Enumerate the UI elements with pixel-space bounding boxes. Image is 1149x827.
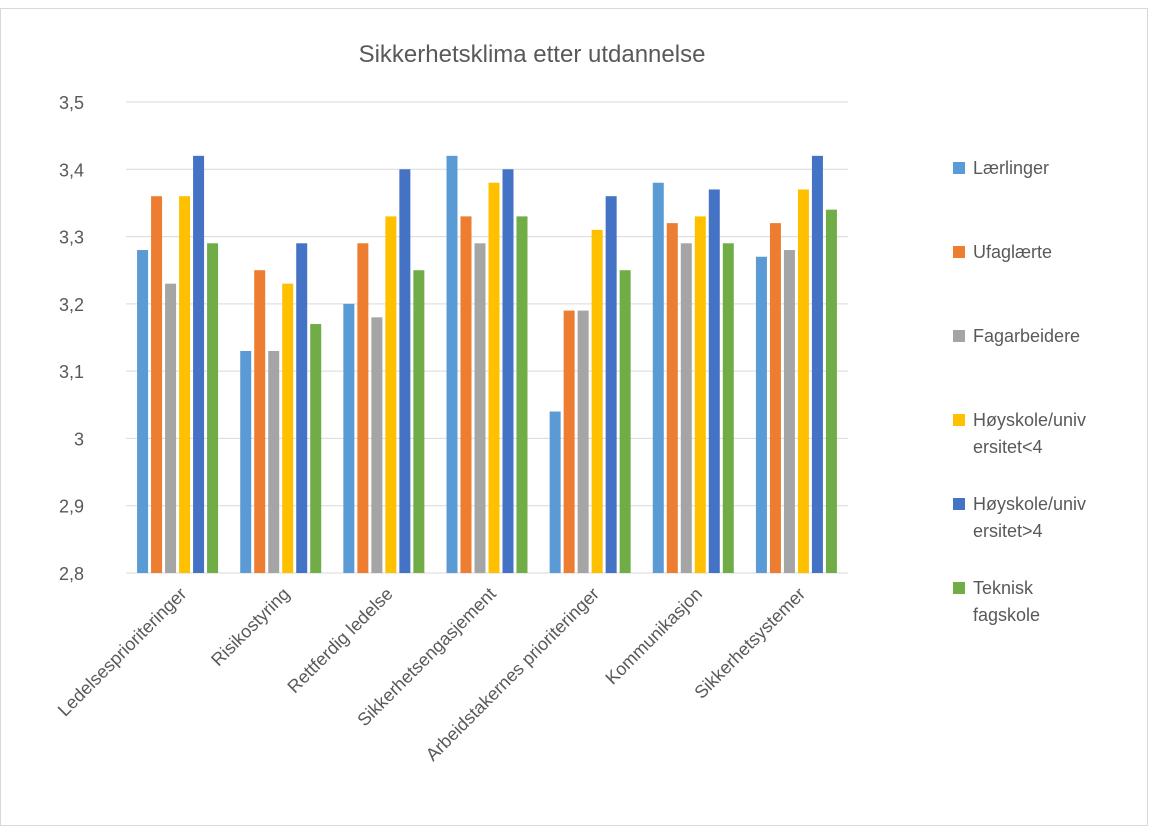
bar	[652, 182, 664, 573]
bar	[207, 243, 219, 574]
bar	[151, 196, 163, 573]
bar	[165, 283, 177, 573]
legend-swatch	[953, 582, 965, 594]
bar	[694, 216, 706, 573]
legend-item: Høyskole/univ ersitet>4	[953, 494, 1086, 541]
legend-swatch	[953, 498, 965, 510]
x-tick-label: Kommunikasjon	[601, 584, 706, 689]
bar	[446, 155, 458, 574]
legend: Lærlinger Ufaglærte Fagarbeidere Høyskole/u…	[953, 158, 1086, 625]
x-tick-label: Risikostyring	[207, 584, 293, 670]
bar	[619, 270, 631, 573]
bar	[666, 223, 678, 573]
bar	[549, 411, 561, 573]
bar	[460, 216, 472, 573]
bar	[516, 216, 528, 573]
y-tick-label: 2,8	[59, 564, 84, 584]
bar	[357, 243, 369, 574]
x-tick-label: Sikkerhetsystemer	[690, 584, 809, 703]
bar	[268, 350, 280, 573]
y-tick-label: 3,5	[59, 93, 84, 113]
y-tick-label: 3,1	[59, 362, 84, 382]
legend-label: ersitet>4	[973, 521, 1043, 541]
gridlines	[126, 101, 848, 574]
y-tick-label: 3,3	[59, 228, 84, 248]
y-tick-label: 3,4	[59, 160, 84, 180]
legend-item: Fagarbeidere	[953, 326, 1080, 346]
bar	[722, 243, 734, 574]
bar	[783, 250, 795, 573]
bar	[371, 317, 383, 573]
legend-label: ersitet<4	[973, 437, 1043, 457]
legend-item: Ufaglærte	[953, 242, 1052, 262]
bar	[769, 223, 781, 573]
bar	[240, 350, 252, 573]
bar	[296, 243, 308, 574]
bar	[254, 270, 266, 573]
legend-label: fagskole	[973, 605, 1040, 625]
bar	[825, 209, 837, 573]
bar	[488, 182, 500, 573]
y-tick-label: 3,2	[59, 295, 84, 315]
bar	[399, 169, 411, 574]
legend-swatch	[953, 246, 965, 258]
x-tick-label: Arbeidstakernes prioriteringer	[422, 584, 603, 765]
legend-item: Høyskole/univ ersitet<4	[953, 410, 1086, 457]
bar	[282, 283, 294, 573]
bar	[385, 216, 397, 573]
bar	[193, 155, 205, 574]
y-tick-label: 3	[74, 429, 84, 449]
legend-swatch	[953, 162, 965, 174]
x-axis-tick-labels: Ledelsesprioriteringer RisikostyringRettf…	[54, 584, 809, 765]
bar	[591, 229, 603, 574]
legend-label: Fagarbeidere	[973, 326, 1080, 346]
bar	[413, 270, 425, 573]
x-tick-label: Rettferdig ledelse	[283, 584, 396, 697]
y-axis-tick-labels: 3,5 3,4 3,3 3,2 3,1 3 2,9 2,8	[59, 93, 84, 584]
legend-label: Ufaglærte	[973, 242, 1052, 262]
x-tick-label: Ledelsesprioriteringer	[54, 584, 191, 721]
legend-label: Teknisk	[973, 578, 1034, 598]
bar	[310, 324, 322, 573]
legend-label: Høyskole/univ	[973, 494, 1086, 514]
bar	[179, 196, 191, 573]
legend-label: Lærlinger	[973, 158, 1049, 178]
bar	[137, 250, 149, 573]
bar	[474, 243, 486, 574]
bar	[563, 310, 575, 573]
bar	[680, 243, 692, 574]
legend-swatch	[953, 330, 965, 342]
chart-title: Sikkerhetsklima etter utdannelse	[359, 41, 706, 68]
bar	[343, 303, 355, 573]
bar	[502, 169, 514, 574]
y-tick-label: 2,9	[59, 497, 84, 517]
bar	[755, 256, 767, 573]
bars	[137, 155, 837, 574]
bar	[811, 155, 823, 574]
bar	[605, 196, 617, 573]
legend-label: Høyskole/univ	[973, 410, 1086, 430]
bar	[577, 310, 589, 573]
legend-swatch	[953, 414, 965, 426]
legend-item: Teknisk fagskole	[953, 578, 1040, 625]
bar	[708, 189, 720, 573]
legend-item: Lærlinger	[953, 158, 1049, 178]
bar	[797, 189, 809, 573]
